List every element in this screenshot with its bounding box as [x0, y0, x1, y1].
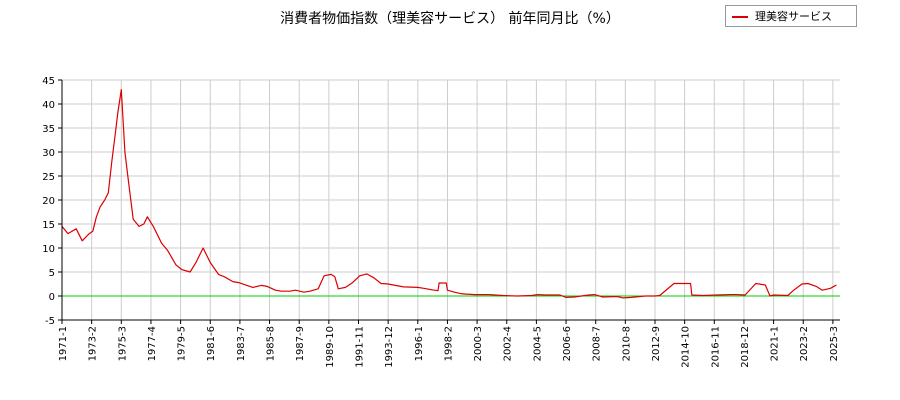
series-layer [61, 88, 837, 299]
y-tick-label: -5 [45, 316, 55, 327]
chart-title: 消費者物価指数（理美容サービス） 前年同月比（%） [280, 11, 620, 27]
x-tick-label: 2016-11 [710, 326, 721, 368]
x-tick-label: 2000-3 [473, 326, 484, 361]
x-tick-label: 1993-12 [384, 326, 395, 368]
y-tick-label: 25 [42, 172, 55, 183]
y-tick-label: 5 [49, 268, 55, 279]
x-tick-label: 1979-5 [177, 326, 188, 361]
x-tick-label: 1987-9 [295, 326, 306, 361]
x-tick-label: 2014-10 [681, 326, 692, 368]
x-tick-label: 2018-12 [740, 326, 751, 368]
axes [58, 79, 840, 324]
x-tick-label: 2021-1 [770, 326, 781, 361]
legend-swatch [732, 16, 748, 18]
x-tick-label: 2002-4 [503, 326, 514, 361]
legend: 理美容サービス [725, 5, 857, 27]
grid [61, 79, 840, 321]
x-tick-labels: 1971-1 1973-2 1975-3 1977-4 1979-5 1981-6 1983… [58, 326, 840, 368]
y-tick-label: 30 [42, 148, 55, 159]
x-tick-label: 1998-2 [443, 326, 454, 361]
y-tick-label: 40 [42, 100, 55, 111]
y-tick-label: 35 [42, 124, 55, 135]
x-tick-label: 2025-3 [829, 326, 840, 361]
x-tick-label: 2008-7 [592, 326, 603, 361]
x-tick-label: 2012-9 [651, 326, 662, 361]
x-tick-label: 1996-1 [414, 326, 425, 361]
y-tick-label: 0 [49, 292, 55, 303]
x-tick-label: 1977-4 [147, 326, 158, 361]
y-tick-label: 10 [42, 244, 55, 255]
x-tick-label: 1971-1 [58, 326, 69, 361]
x-tick-label: 1985-8 [266, 326, 277, 361]
y-tick-label: 20 [42, 196, 55, 207]
x-tick-label: 2010-8 [621, 326, 632, 361]
x-tick-label: 2023-2 [799, 326, 810, 361]
x-tick-label: 2004-5 [532, 326, 543, 361]
y-tick-label: 15 [42, 220, 55, 231]
x-tick-label: 1991-11 [354, 326, 365, 368]
x-tick-label: 1983-7 [236, 326, 247, 361]
series-line [61, 88, 837, 299]
legend-label: 理美容サービス [755, 10, 832, 23]
x-tick-label: 2006-6 [562, 326, 573, 361]
x-tick-label: 1989-10 [325, 326, 336, 368]
x-tick-label: 1973-2 [88, 326, 99, 361]
x-tick-label: 1981-6 [206, 326, 217, 361]
y-tick-label: 45 [42, 76, 55, 87]
x-tick-label: 1975-3 [117, 326, 128, 361]
y-tick-labels: -5 0 5 10 15 20 25 30 35 40 45 [42, 76, 55, 327]
